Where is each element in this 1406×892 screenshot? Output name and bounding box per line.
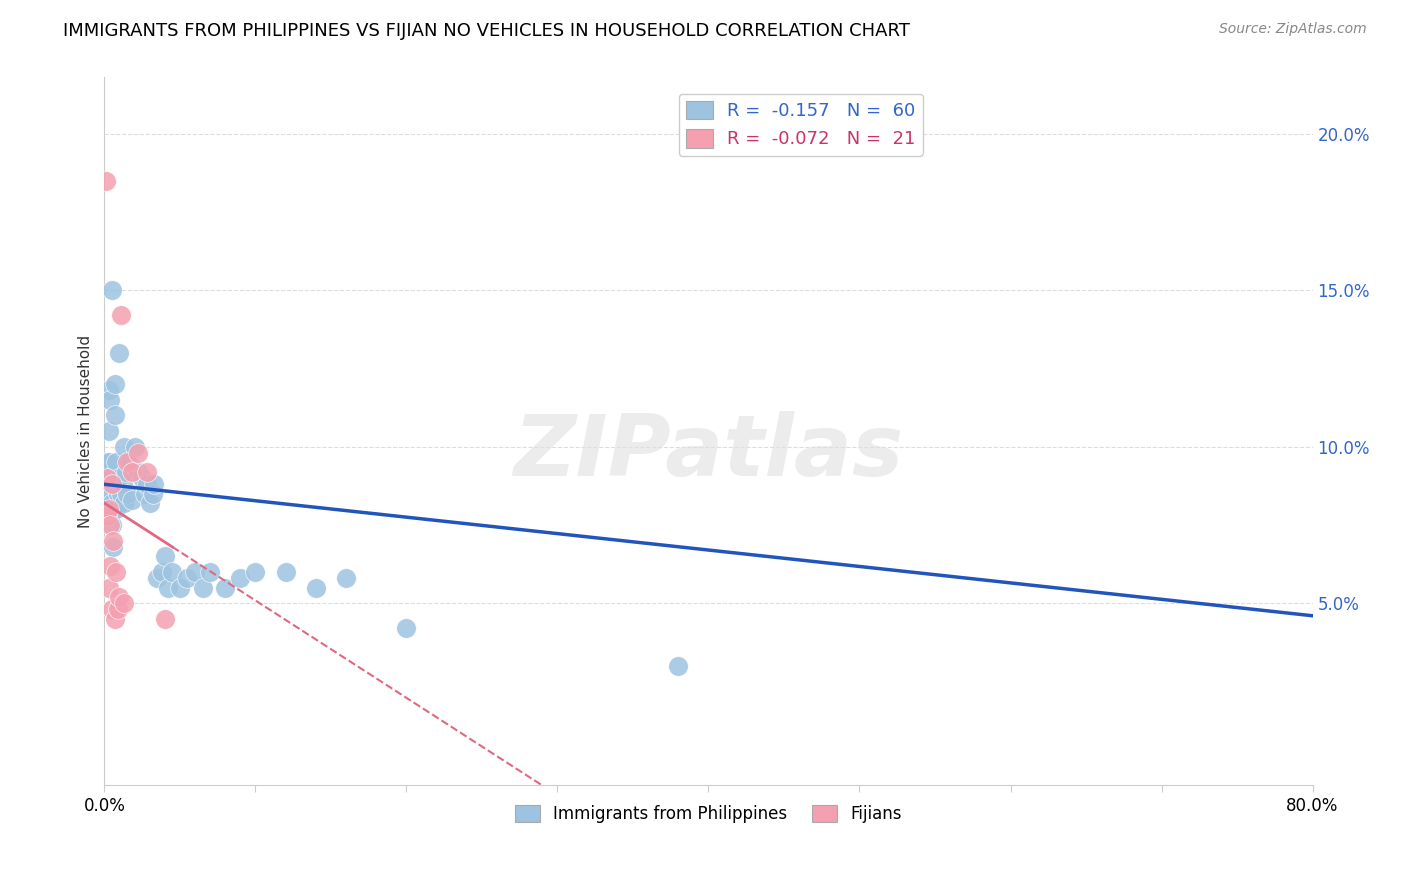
Point — [100, 508, 122, 523]
Point — [115, 455, 138, 469]
Point — [101, 518, 124, 533]
Point — [101, 496, 124, 510]
Point — [110, 486, 132, 500]
Point — [105, 565, 128, 579]
Point — [124, 440, 146, 454]
Point — [100, 518, 122, 533]
Text: IMMIGRANTS FROM PHILIPPINES VS FIJIAN NO VEHICLES IN HOUSEHOLD CORRELATION CHART: IMMIGRANTS FROM PHILIPPINES VS FIJIAN NO… — [63, 22, 910, 40]
Point — [100, 471, 122, 485]
Point — [134, 486, 156, 500]
Point — [103, 533, 125, 548]
Point — [229, 571, 252, 585]
Point — [162, 565, 184, 579]
Point — [104, 409, 127, 423]
Point — [142, 486, 165, 500]
Point — [121, 465, 143, 479]
Point — [191, 581, 214, 595]
Point — [110, 308, 132, 322]
Point — [131, 471, 153, 485]
Point — [96, 508, 118, 523]
Point — [105, 455, 128, 469]
Point — [103, 540, 125, 554]
Point — [96, 471, 118, 485]
Point — [97, 502, 120, 516]
Point — [94, 455, 117, 469]
Point — [117, 455, 139, 469]
Point — [135, 477, 157, 491]
Point — [114, 465, 136, 479]
Text: ZIPatlas: ZIPatlas — [513, 411, 904, 494]
Point — [112, 496, 135, 510]
Point — [100, 558, 122, 573]
Point — [107, 486, 129, 500]
Point — [96, 502, 118, 516]
Point — [127, 465, 149, 479]
Point — [335, 571, 357, 585]
Point — [94, 471, 117, 485]
Point — [112, 596, 135, 610]
Point — [97, 455, 120, 469]
Point — [101, 283, 124, 297]
Point — [108, 590, 131, 604]
Point — [666, 658, 689, 673]
Point — [107, 602, 129, 616]
Point — [101, 602, 124, 616]
Point — [245, 565, 267, 579]
Point — [135, 465, 157, 479]
Point — [100, 392, 122, 407]
Point — [138, 496, 160, 510]
Point — [96, 496, 118, 510]
Point — [115, 486, 138, 500]
Point — [108, 471, 131, 485]
Point — [176, 571, 198, 585]
Point — [153, 549, 176, 564]
Point — [97, 424, 120, 438]
Point — [184, 565, 207, 579]
Point — [153, 612, 176, 626]
Point — [97, 581, 120, 595]
Point — [96, 477, 118, 491]
Point — [101, 477, 124, 491]
Point — [395, 621, 418, 635]
Point — [198, 565, 221, 579]
Point — [104, 377, 127, 392]
Point — [156, 581, 179, 595]
Point — [143, 477, 166, 491]
Point — [112, 440, 135, 454]
Point — [108, 346, 131, 360]
Point — [103, 477, 125, 491]
Point — [214, 581, 236, 595]
Point — [169, 581, 191, 595]
Point — [100, 486, 122, 500]
Point — [305, 581, 328, 595]
Legend: Immigrants from Philippines, Fijians: Immigrants from Philippines, Fijians — [508, 798, 908, 830]
Point — [94, 486, 117, 500]
Point — [111, 477, 134, 491]
Point — [127, 446, 149, 460]
Point — [150, 565, 173, 579]
Point — [104, 612, 127, 626]
Point — [121, 492, 143, 507]
Y-axis label: No Vehicles in Household: No Vehicles in Household — [79, 334, 93, 528]
Point — [105, 502, 128, 516]
Text: Source: ZipAtlas.com: Source: ZipAtlas.com — [1219, 22, 1367, 37]
Point — [146, 571, 169, 585]
Point — [274, 565, 297, 579]
Point — [94, 174, 117, 188]
Point — [97, 384, 120, 398]
Point — [96, 465, 118, 479]
